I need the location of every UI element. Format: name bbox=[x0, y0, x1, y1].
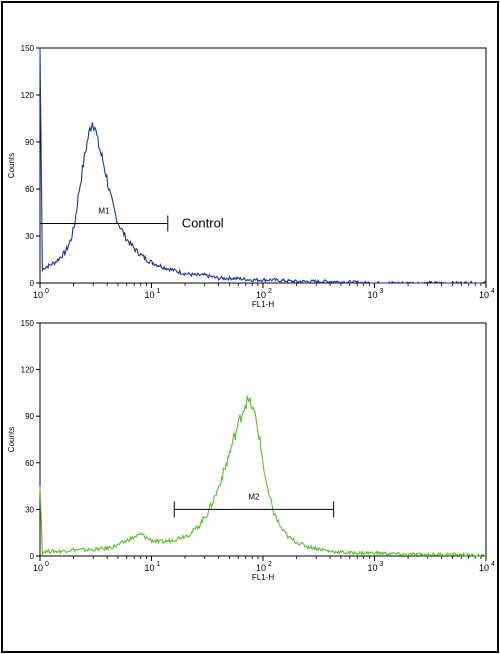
x-tick-exponent: 4 bbox=[491, 288, 495, 295]
y-tick-label: 90 bbox=[25, 138, 34, 147]
control-annotation: Control bbox=[182, 215, 224, 230]
histogram-line bbox=[39, 395, 486, 558]
x-tick-label: 10 bbox=[144, 290, 154, 300]
y-axis-label: Counts bbox=[7, 153, 16, 178]
x-tick-label: 10 bbox=[256, 290, 266, 300]
y-axis-label: Counts bbox=[7, 427, 16, 452]
x-tick-label: 10 bbox=[479, 290, 489, 300]
x-tick-exponent: 1 bbox=[157, 561, 161, 568]
y-tick-label: 120 bbox=[21, 366, 35, 375]
y-tick-label: 60 bbox=[25, 459, 34, 468]
y-tick-label: 30 bbox=[25, 505, 34, 514]
x-tick-label: 10 bbox=[33, 563, 43, 573]
plot-area-frame bbox=[39, 47, 487, 284]
histogram-line bbox=[39, 47, 487, 284]
x-tick-exponent: 1 bbox=[157, 288, 161, 295]
plot-area-frame bbox=[39, 322, 487, 557]
x-axis-label: FL1-H bbox=[252, 573, 274, 582]
x-tick-exponent: 2 bbox=[268, 288, 272, 295]
x-tick-exponent: 4 bbox=[491, 561, 495, 568]
y-tick-label: 30 bbox=[25, 232, 34, 241]
x-tick-label: 10 bbox=[256, 563, 266, 573]
x-tick-exponent: 3 bbox=[380, 288, 384, 295]
y-tick-label: 150 bbox=[21, 44, 35, 53]
x-axis-label: FL1-H bbox=[252, 300, 274, 309]
x-tick-label: 10 bbox=[367, 563, 377, 573]
x-tick-exponent: 0 bbox=[45, 288, 49, 295]
x-tick-label: 10 bbox=[367, 290, 377, 300]
x-tick-label: 10 bbox=[479, 563, 489, 573]
y-tick-label: 90 bbox=[25, 412, 34, 421]
x-tick-label: 10 bbox=[33, 290, 43, 300]
y-tick-label: 0 bbox=[30, 279, 35, 288]
y-tick-label: 0 bbox=[30, 552, 35, 561]
x-tick-exponent: 2 bbox=[268, 561, 272, 568]
x-tick-exponent: 0 bbox=[45, 561, 49, 568]
y-tick-label: 150 bbox=[21, 319, 35, 328]
gate-marker-label: M2 bbox=[248, 492, 260, 501]
gate-marker-label: M1 bbox=[98, 206, 110, 215]
y-tick-label: 120 bbox=[21, 91, 35, 100]
x-tick-exponent: 3 bbox=[380, 561, 384, 568]
y-tick-label: 60 bbox=[25, 185, 34, 194]
x-tick-label: 10 bbox=[144, 563, 154, 573]
